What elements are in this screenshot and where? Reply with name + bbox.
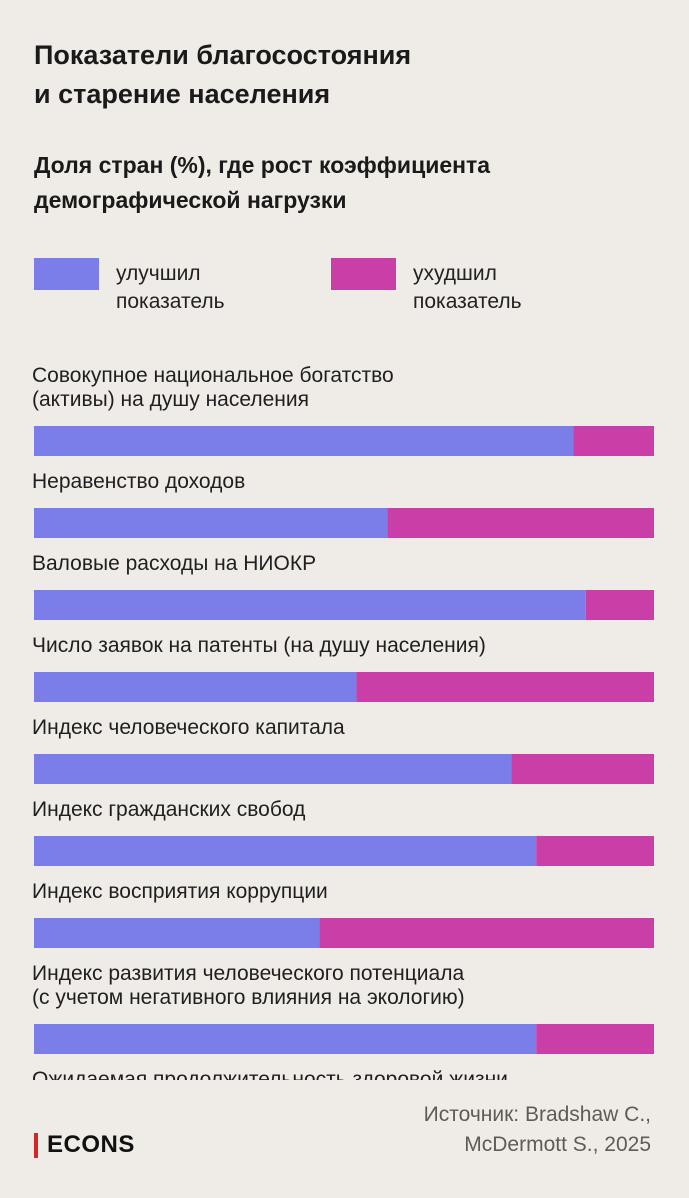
bar-improved [34, 918, 320, 948]
bar-improved [34, 426, 574, 456]
chart-title: Показатели благосостояния и старение насе… [34, 36, 654, 114]
bar-improved [34, 836, 537, 866]
category-label: Индекс гражданских свобод [32, 798, 305, 821]
legend-improved-line: показатель [116, 290, 225, 313]
bar-improved [34, 754, 512, 784]
category-label: Неравенство доходов [32, 470, 245, 493]
legend-item-worsened: ухудшил показатель [331, 258, 573, 316]
bar-worsened [319, 918, 654, 948]
legend-label-worsened: ухудшил показатель [413, 260, 573, 316]
category-label: Валовые расходы на НИОКР [32, 552, 316, 575]
bar-improved [34, 590, 586, 620]
bar-improved [34, 672, 357, 702]
bar-worsened [585, 590, 654, 620]
title-line: и старение населения [34, 79, 331, 109]
source-line: McDermott S., 2025 [464, 1133, 651, 1156]
logo-text: ECONS [47, 1131, 135, 1158]
logo-accent-bar [34, 1132, 38, 1158]
legend-label-improved: улучшил показатель [116, 260, 276, 316]
subtitle-line: демографической нагрузки [34, 187, 347, 213]
source-note: Источник: Bradshaw C., McDermott S., 2025 [424, 1100, 651, 1160]
legend-worsened-line: ухудшил [413, 262, 497, 285]
category-label: Ожидаемая продолжительность здоровой жиз… [32, 1068, 508, 1080]
category-label: (с учетом негативного влияния на экологи… [32, 986, 465, 1009]
category-label: Индекс человеческого капитала [32, 716, 345, 739]
chart-subtitle: Доля стран (%), где рост коэффициента дем… [34, 148, 654, 218]
bar-improved [34, 508, 388, 538]
bar-improved [34, 1024, 537, 1054]
title-line: Показатели благосостояния [34, 40, 412, 70]
category-label: (активы) на душу населения [32, 388, 309, 411]
bar-worsened [356, 672, 654, 702]
legend-swatch-worsened [331, 258, 396, 290]
bar-worsened [387, 508, 654, 538]
legend-item-improved: улучшил показатель [34, 258, 276, 316]
legend-improved-line: улучшил [116, 262, 201, 285]
subtitle-line: Доля стран (%), где рост коэффициента [34, 152, 491, 178]
legend-swatch-improved [34, 258, 99, 290]
category-label: Индекс восприятия коррупции [32, 880, 328, 903]
stacked-bar-chart: Совокупное национальное богатство(активы… [32, 364, 654, 1080]
econs-logo: ECONS [34, 1131, 135, 1159]
bar-worsened [511, 754, 654, 784]
category-label: Число заявок на патенты (на душу населен… [32, 634, 486, 657]
category-label: Индекс развития человеческого потенциала [32, 962, 464, 985]
bar-worsened [536, 1024, 654, 1054]
bar-worsened [536, 836, 654, 866]
category-label: Совокупное национальное богатство [32, 364, 394, 387]
bar-worsened [573, 426, 654, 456]
legend-worsened-line: показатель [413, 290, 522, 313]
source-line: Источник: Bradshaw C., [423, 1103, 651, 1126]
